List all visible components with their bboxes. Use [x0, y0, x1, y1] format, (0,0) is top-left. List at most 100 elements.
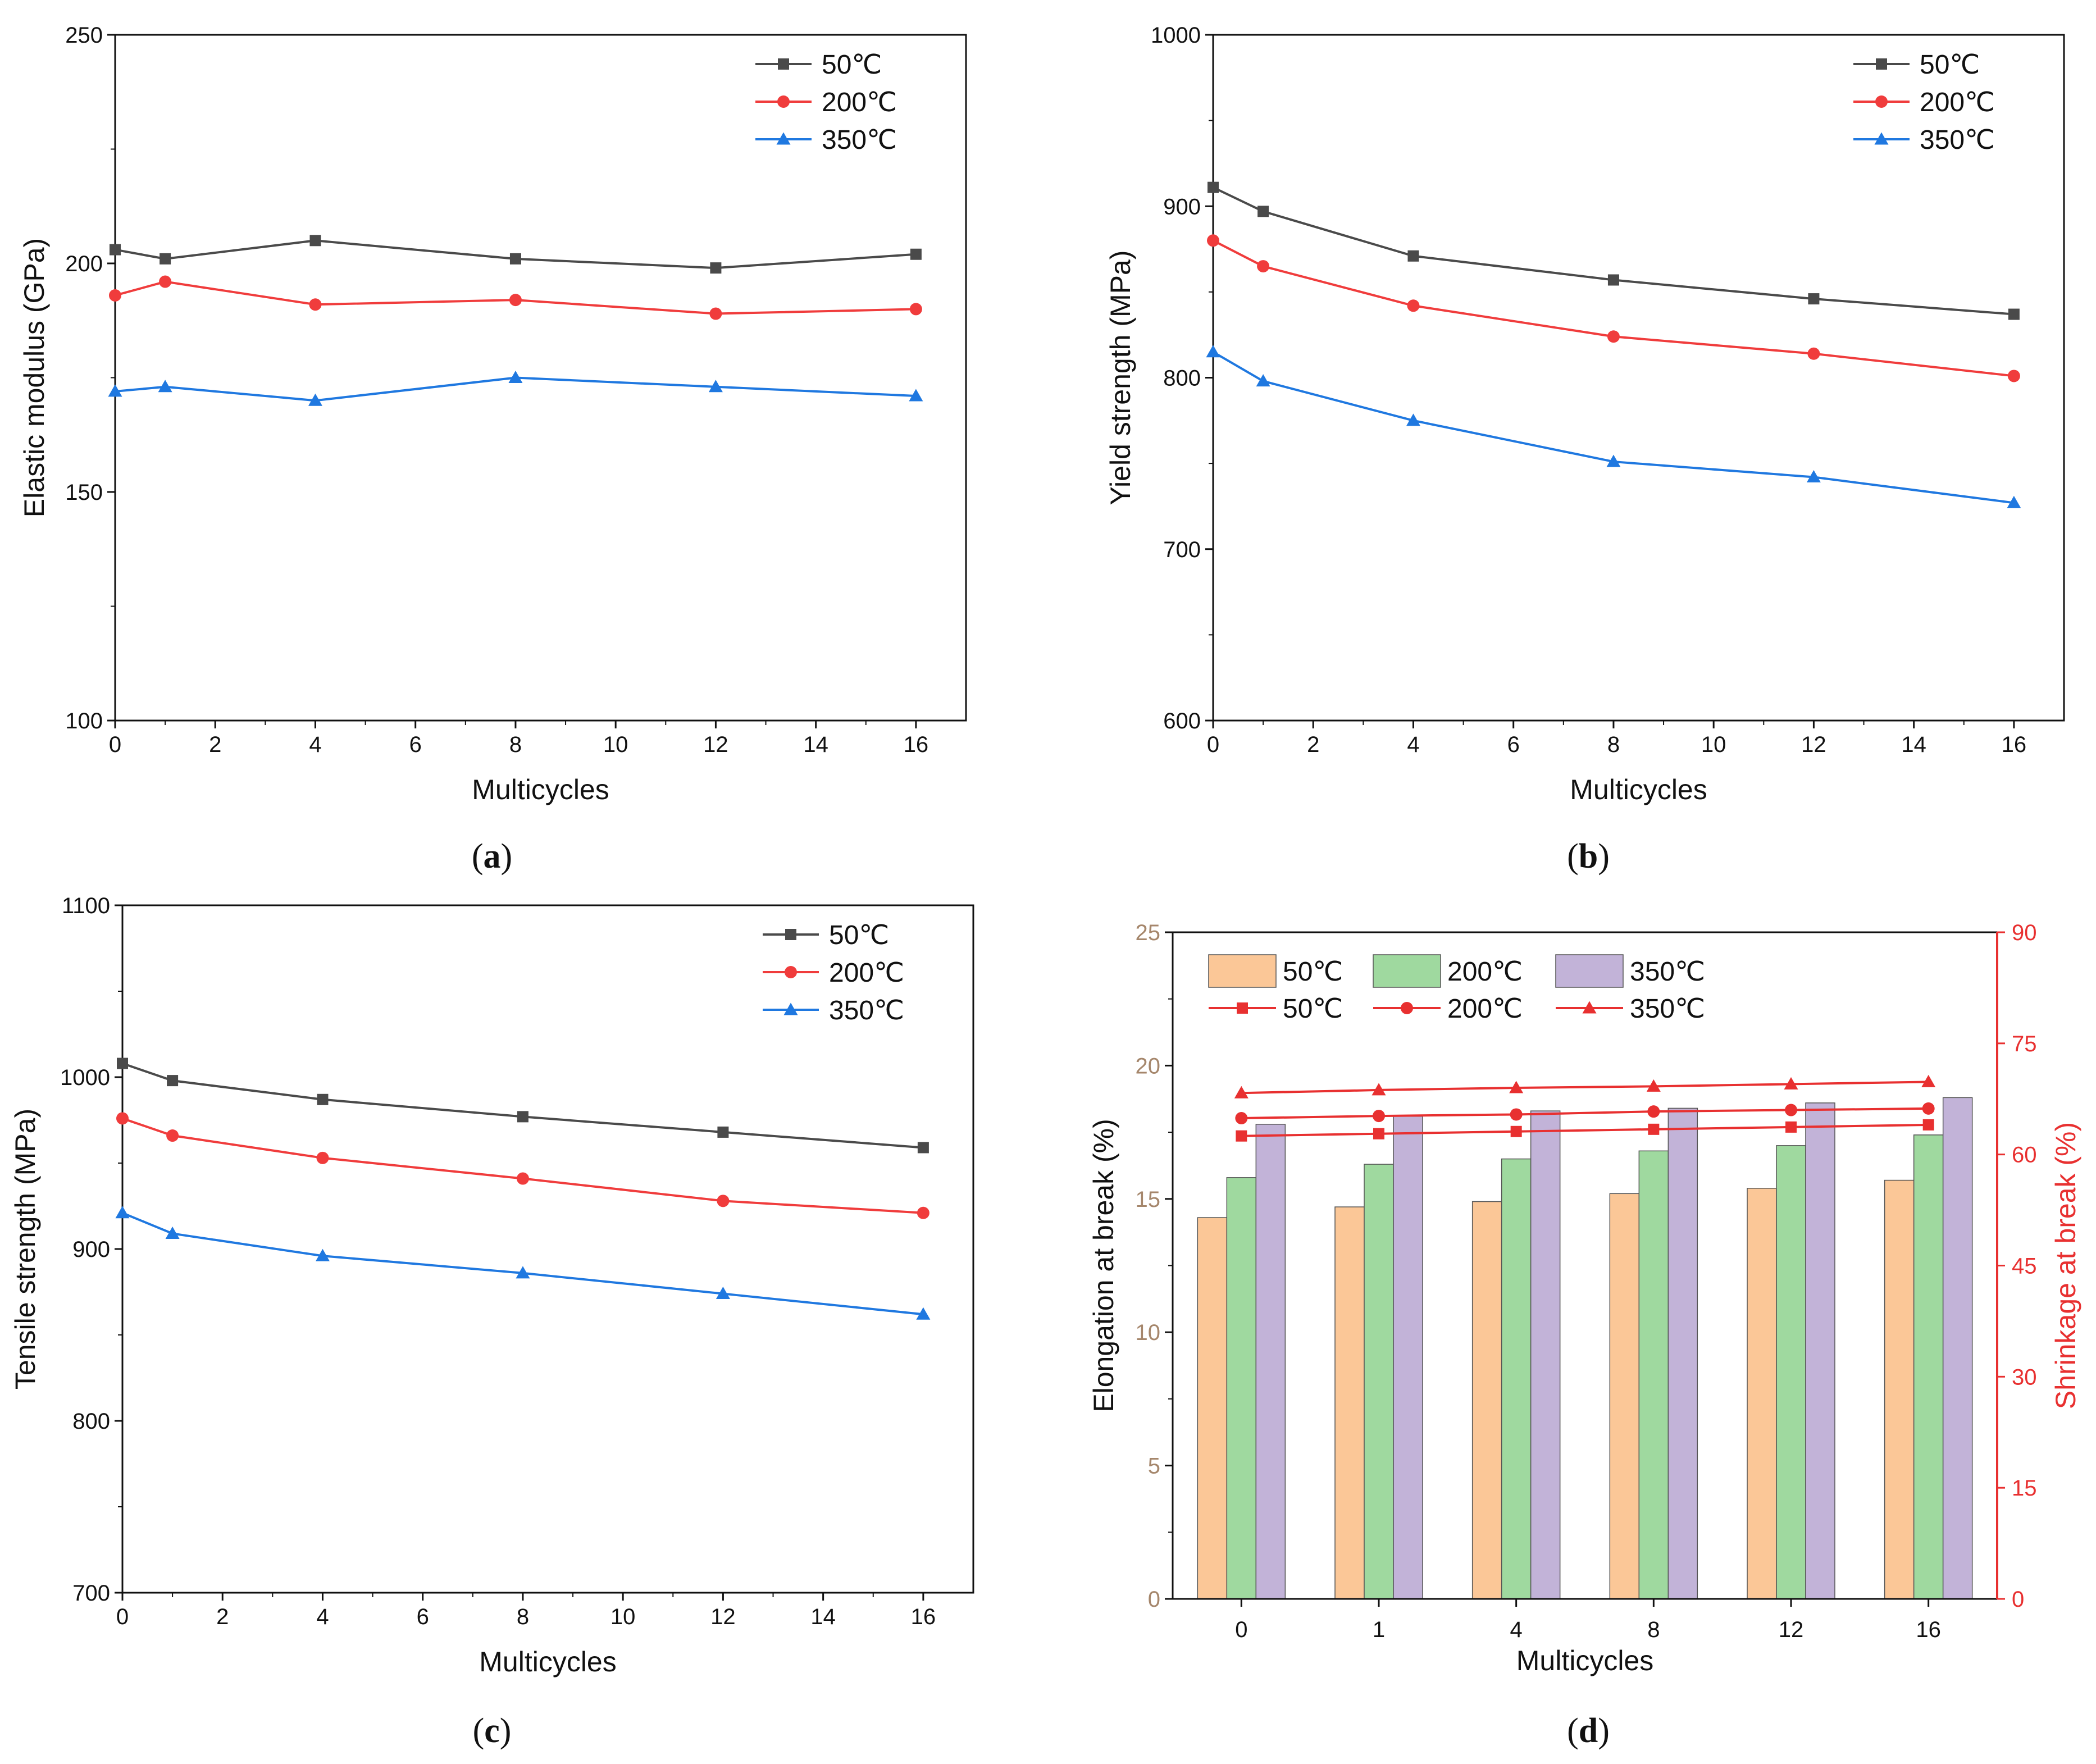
shrinkage-point-2-1	[1371, 1083, 1386, 1096]
data-point-a-0	[309, 235, 321, 247]
shrinkage-point-0-5	[1922, 1119, 1934, 1131]
shrinkage-point-1-0	[1235, 1112, 1248, 1125]
legend-marker-b-0	[1876, 58, 1887, 70]
shrinkage-point-2-2	[1509, 1081, 1524, 1093]
y-tick-label-b: 900	[1163, 194, 1201, 219]
data-point-c-0	[917, 1142, 929, 1154]
legend-marker-b-1	[1875, 95, 1888, 108]
data-point-a-1	[709, 307, 722, 320]
panel-label-d: (d)	[1567, 1712, 1610, 1750]
x-tick-label-c: 6	[417, 1605, 429, 1629]
legend-label-b-0: 50℃	[1920, 50, 1980, 80]
x-tick-label-a: 2	[209, 732, 221, 757]
y-tick-label-c: 1100	[62, 894, 110, 918]
shrinkage-point-1-5	[1922, 1102, 1935, 1115]
data-point-b-0	[2008, 308, 2020, 320]
y-tick-label-b: 600	[1163, 709, 1201, 733]
panel-label-a: (a)	[472, 837, 512, 876]
y2-tick-label-d: 15	[2012, 1476, 2037, 1501]
data-point-c-1	[717, 1195, 730, 1207]
x-tick-label-d: 8	[1647, 1617, 1660, 1642]
data-point-c-0	[167, 1075, 179, 1087]
y-tick-label-a: 150	[65, 480, 103, 505]
data-point-c-0	[117, 1058, 128, 1069]
legend-marker-a-1	[777, 95, 790, 108]
bar-0-0	[1197, 1217, 1228, 1599]
x-tick-label-c: 0	[116, 1605, 129, 1629]
panel-c-tensile-strength-chart: 0 2 4 6 8 10 12 14 16 700 800 900 1000 1100 Multicycle…	[10, 894, 974, 1678]
x-tick-label-b: 10	[1701, 732, 1726, 757]
shrinkage-line-2	[1241, 1081, 1929, 1095]
legend-label-a-0: 50℃	[822, 50, 882, 80]
legend-bar-swatch-0	[1208, 954, 1277, 988]
legend-line-label-d-1: 200℃	[1447, 994, 1523, 1024]
x-tick-label-d: 4	[1510, 1617, 1523, 1642]
x-tick-label-d: 1	[1373, 1617, 1385, 1642]
y-tick-label-d: 25	[1136, 920, 1161, 945]
bar-1-1	[1364, 1164, 1394, 1599]
data-point-c-0	[317, 1093, 329, 1105]
panel-a-elastic-modulus-chart: 0 2 4 6 8 10 12 14 16 100 150 200 250 Multicycles Elas…	[19, 23, 967, 805]
data-point-b-0	[1407, 250, 1419, 262]
x-tick-label-c: 2	[216, 1605, 229, 1629]
data-point-b-2	[2007, 495, 2021, 508]
data-point-c-0	[717, 1126, 729, 1138]
legend-marker-c-1	[785, 966, 797, 978]
y-tick-label-d: 0	[1148, 1587, 1160, 1612]
legend-marker-d-1	[1401, 1002, 1413, 1014]
shrinkage-point-1-1	[1373, 1110, 1385, 1123]
x-tick-label-d: 12	[1779, 1617, 1804, 1642]
series-line-c-2	[122, 1211, 924, 1316]
data-point-c-2	[516, 1266, 530, 1279]
data-point-c-1	[116, 1112, 129, 1125]
data-point-a-0	[160, 253, 171, 265]
x-tick-label-b: 2	[1307, 732, 1319, 757]
series-line-c-0	[122, 1062, 924, 1149]
x-tick-label-c: 12	[710, 1605, 736, 1629]
data-point-a-0	[910, 248, 922, 260]
bar-1-2	[1501, 1158, 1532, 1599]
shrinkage-point-1-4	[1785, 1104, 1797, 1116]
x-tick-label-d: 0	[1235, 1617, 1247, 1642]
x-tick-label-b: 6	[1507, 732, 1520, 757]
data-point-a-2	[108, 384, 122, 397]
x-axis-title-c: Multicycles	[479, 1646, 616, 1678]
bar-1-5	[1913, 1134, 1944, 1599]
legend-label-c-0: 50℃	[829, 920, 889, 950]
legend-label-b-1: 200℃	[1920, 88, 1995, 117]
data-point-a-2	[708, 380, 723, 393]
shrinkage-line-0	[1241, 1123, 1929, 1137]
x-tick-label-d: 16	[1916, 1617, 1941, 1642]
legend-marker-c-0	[785, 929, 796, 940]
data-point-b-1	[2007, 370, 2020, 382]
x-tick-label-c: 16	[911, 1605, 936, 1629]
bar-0-4	[1747, 1188, 1777, 1599]
x-axis-title-d: Multicycles	[1516, 1645, 1653, 1676]
x-tick-label-c: 10	[610, 1605, 636, 1629]
bar-0-1	[1334, 1206, 1365, 1599]
legend-label-b-2: 350℃	[1920, 125, 1995, 155]
y-tick-label-a: 250	[65, 23, 103, 48]
series-line-a-1	[115, 280, 916, 315]
x-tick-label-a: 6	[409, 732, 422, 757]
legend-label-c-1: 200℃	[829, 958, 904, 988]
panel-b-yield-strength-chart: 0 2 4 6 8 10 12 14 16 600 700 800 900 1000 Multicycles…	[1105, 23, 2065, 805]
data-point-b-1	[1407, 299, 1420, 312]
data-point-b-0	[1607, 274, 1619, 286]
x-tick-label-b: 0	[1207, 732, 1219, 757]
y-tick-label-b: 800	[1163, 366, 1201, 391]
x-tick-label-b: 4	[1407, 732, 1419, 757]
x-tick-label-b: 16	[2002, 732, 2027, 757]
y-tick-label-d: 20	[1136, 1054, 1161, 1078]
data-point-a-1	[309, 298, 322, 311]
data-point-b-0	[1808, 293, 1820, 305]
series-line-b-1	[1213, 239, 2015, 377]
legend-bar-label-2: 350℃	[1630, 957, 1705, 987]
data-point-c-0	[517, 1111, 528, 1123]
data-point-b-2	[1606, 454, 1621, 467]
data-point-a-2	[308, 393, 322, 406]
x-tick-label-a: 8	[509, 732, 522, 757]
data-point-a-1	[159, 275, 172, 288]
bar-1-3	[1638, 1150, 1669, 1599]
x-tick-label-a: 4	[309, 732, 321, 757]
